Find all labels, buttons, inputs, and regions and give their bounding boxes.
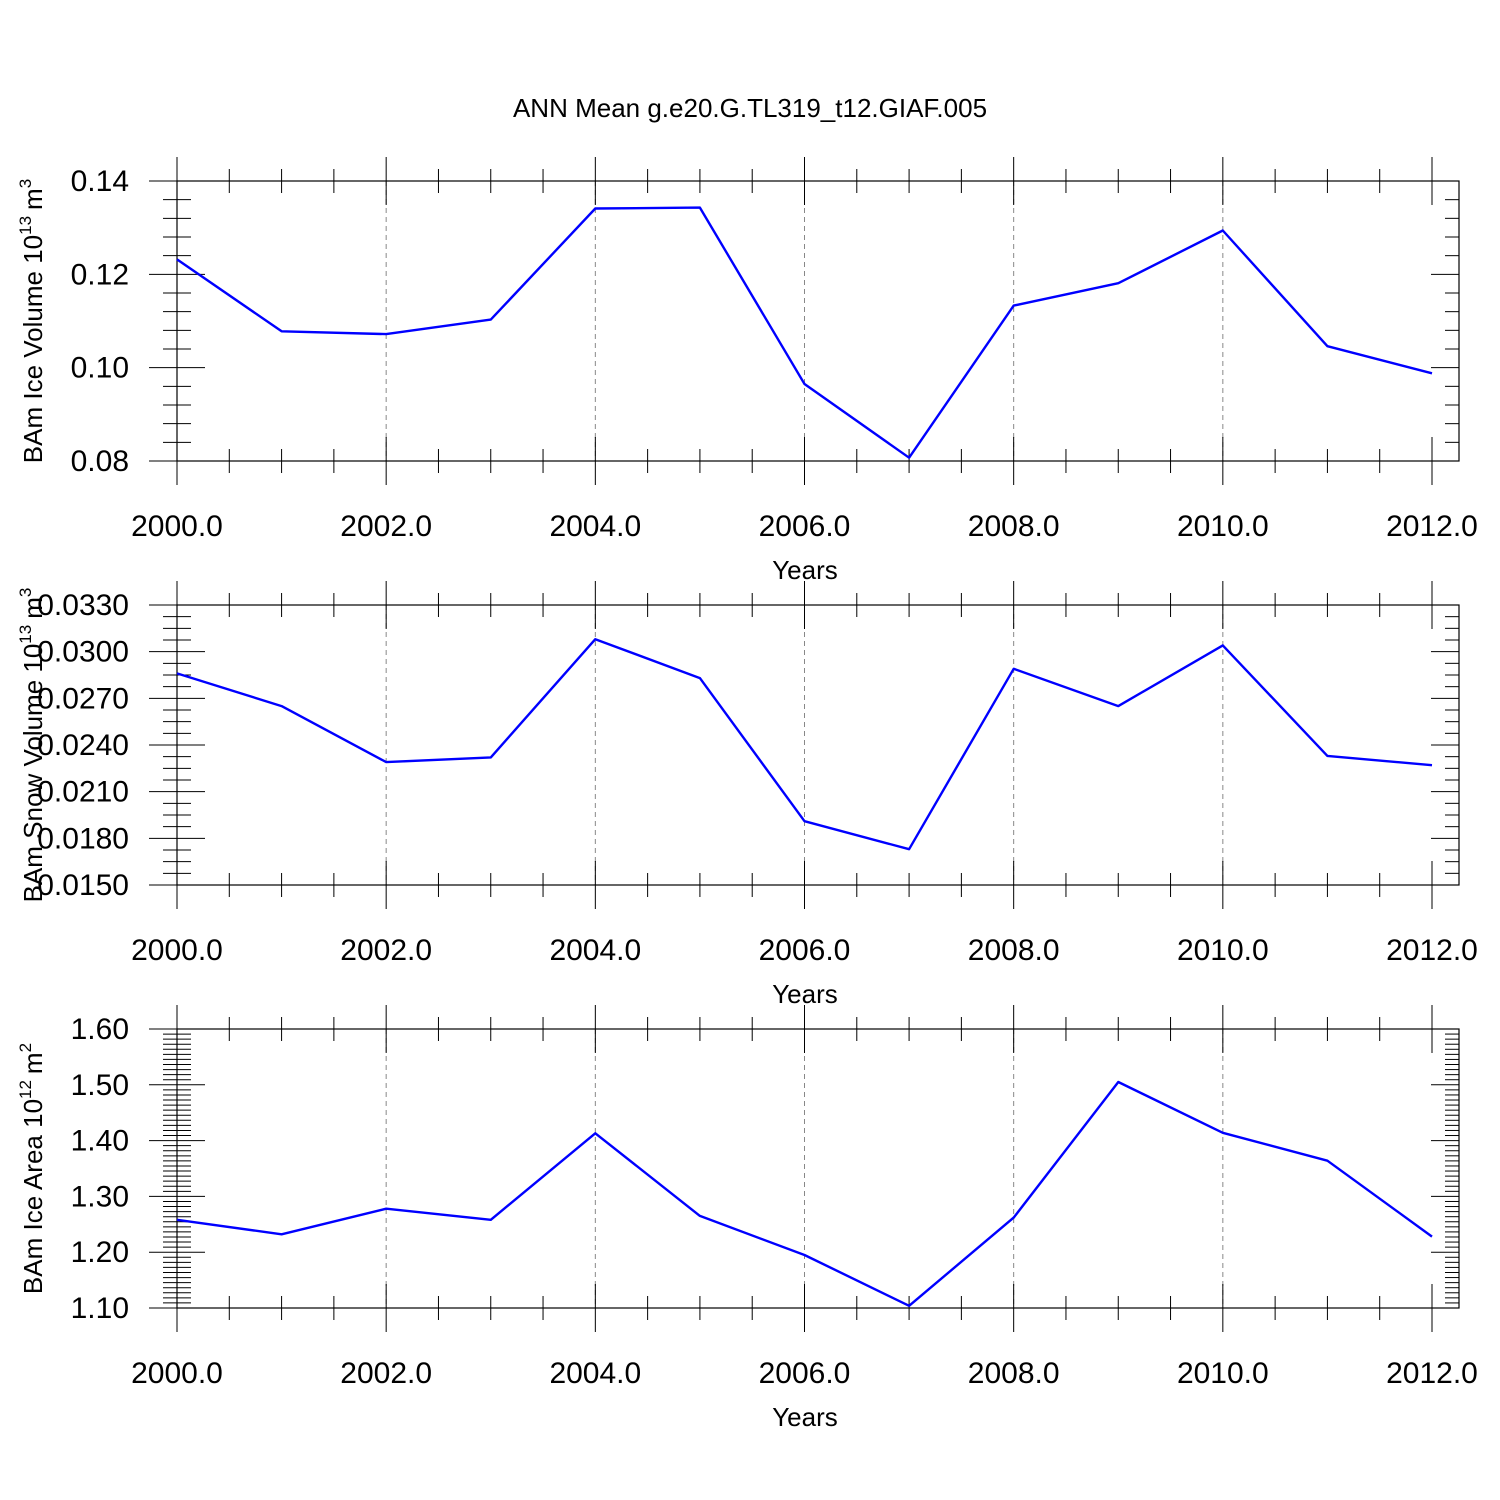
- y-tick-label: 1.60: [71, 1013, 129, 1046]
- y-axis-title-exponent: 13: [16, 216, 35, 235]
- y-axis-title-unit-exponent: 2: [16, 1043, 35, 1052]
- y-axis-title-main: BAm Ice Volume 10: [18, 235, 48, 463]
- x-tick-label: 2004.0: [549, 510, 641, 543]
- x-tick-label: 2002.0: [340, 934, 432, 967]
- x-tick-label: 2000.0: [131, 934, 223, 967]
- y-axis-title: BAm Ice Area 1012 m2: [16, 1043, 48, 1294]
- y-tick-label: 0.0270: [37, 682, 129, 715]
- x-tick-label: 2010.0: [1177, 510, 1269, 543]
- y-axis-title-unit: m: [18, 597, 48, 619]
- y-tick-label: 0.0180: [37, 822, 129, 855]
- x-tick-label: 2012.0: [1386, 934, 1478, 967]
- series-line: [176, 1080, 1433, 1308]
- y-tick-label: 0.08: [71, 445, 129, 478]
- y-tick-label: 0.0300: [37, 636, 129, 669]
- x-tick-label: 2000.0: [131, 1357, 223, 1390]
- plot-frame: [176, 604, 1460, 886]
- y-axis-title-unit: m: [18, 188, 48, 210]
- x-tick-label: 2008.0: [968, 934, 1060, 967]
- x-tick-label: 2012.0: [1386, 510, 1478, 543]
- x-axis-title: Years: [772, 1402, 838, 1432]
- x-tick-label: 2000.0: [131, 510, 223, 543]
- y-axis-title-group: BAm Snow Volume 1013 m3: [16, 588, 48, 903]
- y-axis-title-unit: m: [18, 1052, 48, 1074]
- y-tick-label: 0.0240: [37, 729, 129, 762]
- x-tick-label: 2010.0: [1177, 1357, 1269, 1390]
- series-line: [176, 638, 1433, 851]
- y-tick-label: 0.14: [71, 165, 129, 198]
- y-axis-title-unit-exponent: 3: [16, 179, 35, 188]
- y-axis-title: BAm Ice Volume 1013 m3: [16, 179, 48, 463]
- plot-frame: [176, 1028, 1460, 1309]
- y-axis-title-exponent: 13: [16, 625, 35, 644]
- x-tick-label: 2004.0: [549, 934, 641, 967]
- y-tick-label: 0.10: [71, 352, 129, 385]
- y-axis-title-main: BAm Snow Volume 10: [18, 644, 48, 903]
- plot-frame: [176, 180, 1460, 462]
- y-axis-title: BAm Snow Volume 1013 m3: [16, 588, 48, 903]
- y-tick-label: 1.30: [71, 1180, 129, 1213]
- y-tick-label: 1.20: [71, 1236, 129, 1269]
- x-tick-label: 2002.0: [340, 1357, 432, 1390]
- x-tick-label: 2004.0: [549, 1357, 641, 1390]
- x-tick-label: 2008.0: [968, 510, 1060, 543]
- x-tick-label: 2012.0: [1386, 1357, 1478, 1390]
- y-axis-title-unit-exponent: 3: [16, 588, 35, 597]
- y-tick-label: 0.12: [71, 258, 129, 291]
- x-tick-label: 2002.0: [340, 510, 432, 543]
- y-axis-title-group: BAm Ice Area 1012 m2: [16, 1043, 48, 1294]
- panel-snow-volume: 0.0150 0.0180 0.0210 0.0240 0.0270 0.0300 0.03…: [16, 581, 1478, 1009]
- x-tick-label: 2006.0: [759, 1357, 851, 1390]
- x-tick-label: 2010.0: [1177, 934, 1269, 967]
- y-axis-title-main: BAm Ice Area 10: [18, 1099, 48, 1294]
- y-axis-title-group: BAm Ice Volume 1013 m3: [16, 179, 48, 463]
- x-tick-label: 2006.0: [759, 934, 851, 967]
- x-tick-label: 2006.0: [759, 510, 851, 543]
- x-axis-title: Years: [772, 555, 838, 585]
- x-axis-title: Years: [772, 979, 838, 1009]
- x-tick-label: 2008.0: [968, 1357, 1060, 1390]
- panel-ice-area: 1.10 1.20 1.30 1.40 1.50 1.60 2000.0 2002.0 2004…: [16, 1005, 1478, 1432]
- y-tick-label: 0.0330: [37, 589, 129, 622]
- y-tick-label: 0.0210: [37, 776, 129, 809]
- y-tick-label: 1.40: [71, 1125, 129, 1158]
- chart-title: ANN Mean g.e20.G.TL319_t12.GIAF.005: [513, 93, 987, 123]
- y-axis-title-exponent: 12: [16, 1080, 35, 1099]
- y-tick-label: 1.50: [71, 1069, 129, 1102]
- y-tick-label: 0.0150: [37, 869, 129, 902]
- panel-ice-volume: 0.08 0.10 0.12 0.14 2000.0 2002.0 2004.0 2006.0…: [16, 157, 1478, 585]
- y-tick-label: 1.10: [71, 1292, 129, 1325]
